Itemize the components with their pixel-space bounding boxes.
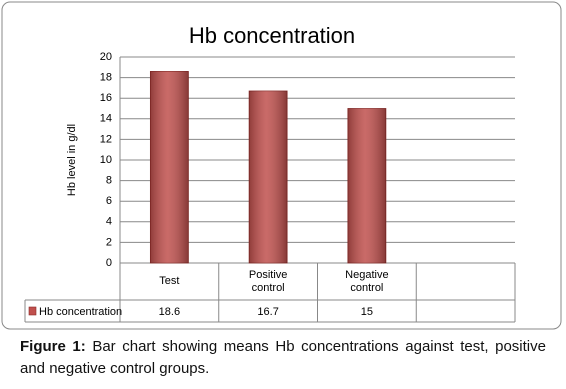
caption: Figure 1: Bar chart showing means Hb con… [20,336,546,380]
x-tick-cell: Negative control [345,268,389,294]
caption-label: Figure 1: [20,338,86,355]
y-tick-label: 10 [100,154,112,166]
y-tick-label: 6 [106,195,112,207]
table-value: 16.7 [257,306,278,318]
y-tick-label: 14 [100,113,112,125]
y-tick-label: 2 [106,236,112,248]
y-tick-label: 18 [100,72,112,84]
legend-key [28,306,37,316]
legend-label: Hb concentration [39,306,122,318]
bar-shade [249,90,288,264]
y-tick-label: 20 [100,51,112,63]
caption-text: Bar chart showing means Hb concentration… [20,338,546,377]
y-axis-label: Hb level in g/dl [66,124,78,196]
y-tick-label: 12 [100,133,112,145]
table-value: 18.6 [159,306,180,318]
y-tick-label: 0 [106,257,112,269]
y-tick-label: 8 [106,175,112,187]
y-tick-label: 16 [100,92,112,104]
bar-shade [150,71,189,263]
y-tick-label: 4 [106,216,112,228]
x-tick-label: Positive control [248,268,288,294]
x-tick-label: Test [159,275,180,287]
table-value: 15 [361,306,373,318]
x-tick-cell: Test [159,275,180,287]
chart-title: Hb concentration [189,23,355,48]
x-tick-cell: Positive control [248,268,288,294]
x-tick-label: Negative control [345,268,389,294]
chart: Hb concentration Hb level in g/dl 0 2 4 6 8 1… [1,1,562,330]
bar-shade [347,108,386,263]
